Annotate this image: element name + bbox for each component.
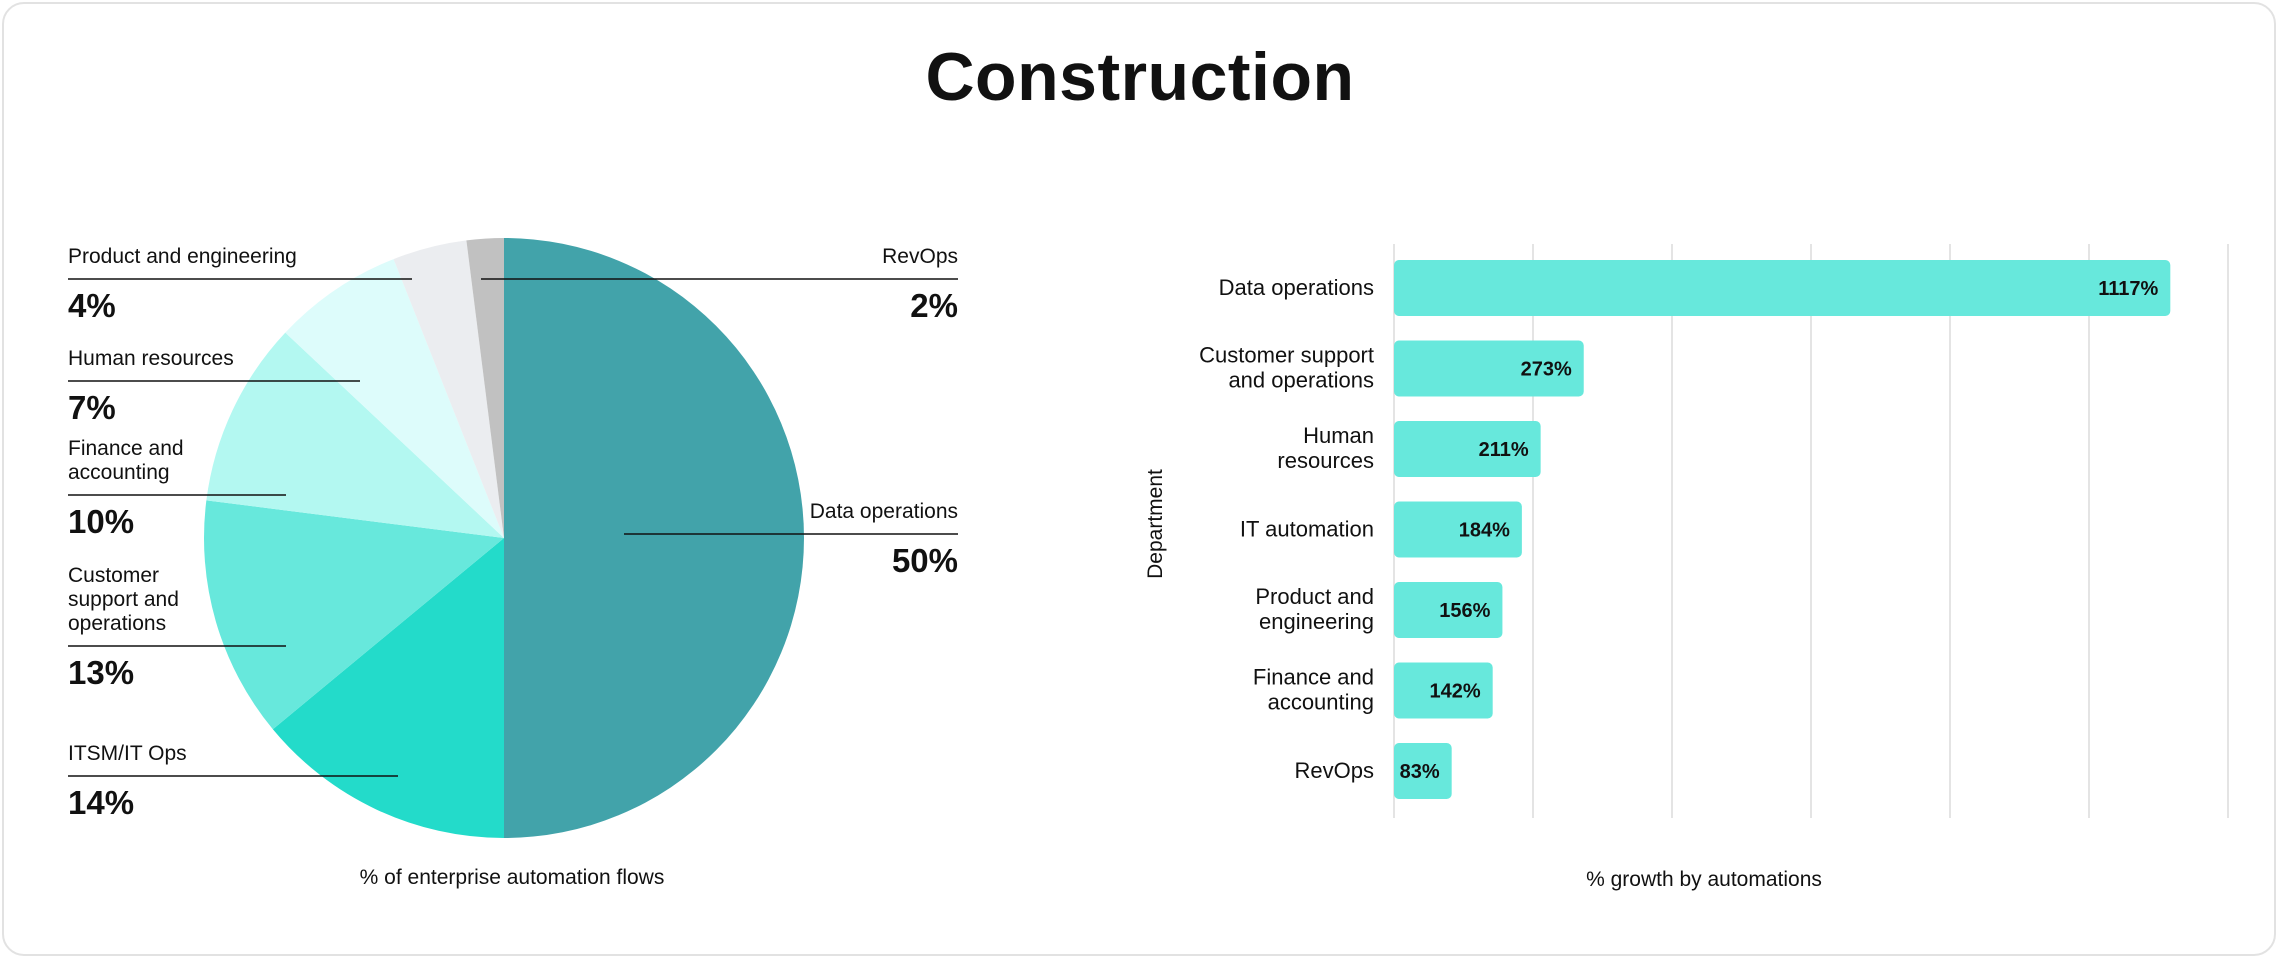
page-title: Construction (925, 39, 1355, 115)
